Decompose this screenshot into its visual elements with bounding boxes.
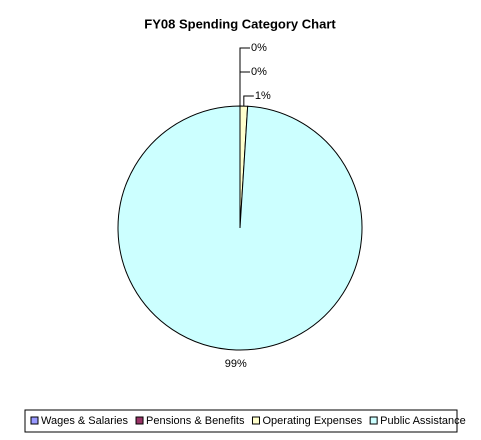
legend-swatch: [369, 416, 378, 425]
data-label: 1%: [255, 90, 271, 102]
legend-box: [24, 409, 458, 433]
legend-label: Wages & Salaries: [41, 415, 129, 427]
leader-line: [239, 71, 250, 106]
legend-label: Operating Expenses: [262, 415, 362, 427]
data-label: 0%: [251, 66, 267, 78]
legend-swatch: [30, 416, 39, 425]
legend-label: Public Assistance: [380, 415, 466, 427]
pie-slice: [117, 105, 363, 351]
legend-label: Pensions & Benefits: [146, 415, 245, 427]
legend-swatch: [135, 416, 144, 425]
leader-line: [243, 95, 254, 107]
chart-title: FY08 Spending Category Chart: [144, 16, 336, 31]
data-label: 99%: [225, 358, 247, 370]
legend-swatch: [251, 416, 260, 425]
data-label: 0%: [251, 42, 267, 54]
